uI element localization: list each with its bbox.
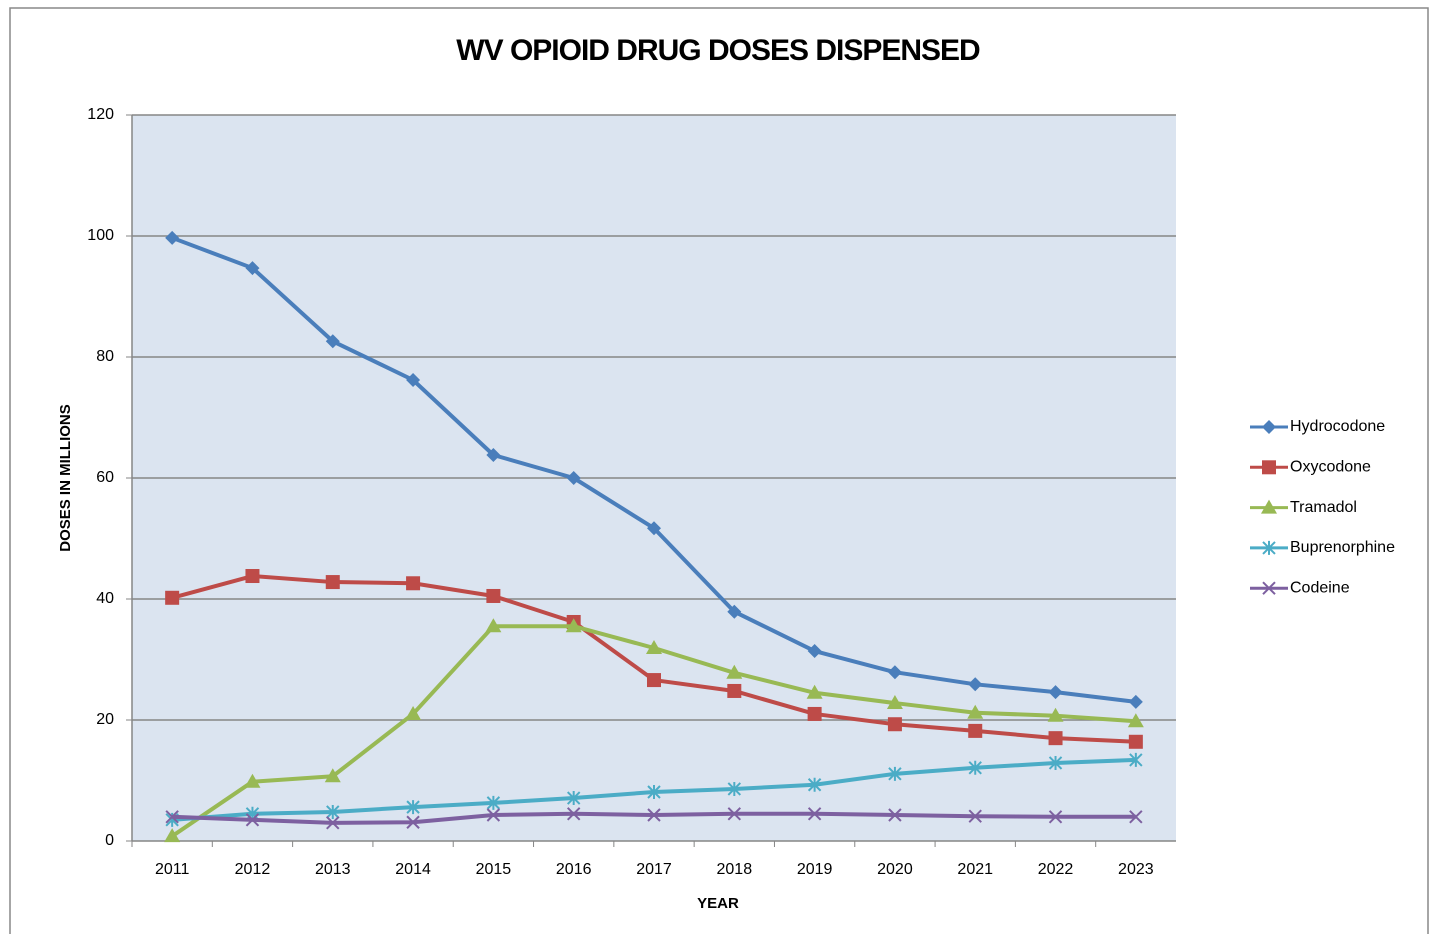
- marker: [968, 723, 983, 738]
- marker: [968, 677, 983, 692]
- marker: [164, 828, 181, 843]
- y-tick-label: 100: [87, 227, 114, 244]
- marker: [887, 665, 902, 680]
- marker: [165, 810, 179, 824]
- marker: [886, 695, 903, 710]
- marker: [326, 816, 340, 830]
- y-tick-label: 60: [96, 469, 114, 486]
- marker: [807, 706, 822, 721]
- legend-label: Hydrocodone: [1290, 418, 1385, 435]
- marker: [1129, 810, 1143, 824]
- marker: [1048, 685, 1063, 700]
- marker: [967, 704, 984, 719]
- marker: [486, 795, 501, 810]
- marker: [647, 784, 661, 799]
- marker: [1128, 734, 1143, 749]
- marker: [1048, 731, 1063, 746]
- x-tick-label: 2023: [1118, 861, 1154, 878]
- marker: [326, 804, 340, 819]
- x-tick-label: 2021: [957, 861, 993, 878]
- marker: [806, 684, 823, 699]
- marker: [807, 644, 822, 659]
- marker: [727, 604, 742, 619]
- x-tick-label: 2012: [235, 861, 271, 878]
- marker: [807, 807, 822, 821]
- x-tick-label: 2017: [636, 861, 672, 878]
- marker: [807, 777, 822, 792]
- x-tick-label: 2018: [717, 861, 753, 878]
- marker: [647, 808, 661, 822]
- marker: [406, 576, 421, 591]
- marker: [566, 791, 581, 806]
- marker: [1047, 707, 1064, 722]
- marker: [647, 521, 661, 536]
- marker: [1128, 694, 1143, 709]
- marker: [245, 261, 260, 276]
- marker: [1127, 713, 1144, 728]
- y-tick-label: 20: [96, 711, 114, 728]
- marker: [565, 618, 582, 633]
- marker: [1261, 499, 1277, 514]
- marker: [486, 448, 501, 463]
- x-tick-label: 2015: [476, 861, 512, 878]
- chart-title: WV OPIOID DRUG DOSES DISPENSED: [456, 34, 980, 67]
- marker: [485, 618, 502, 633]
- marker: [726, 664, 743, 679]
- marker: [646, 640, 662, 655]
- x-tick-label: 2014: [395, 861, 431, 878]
- x-tick-label: 2013: [315, 861, 351, 878]
- x-tick-label: 2011: [155, 861, 190, 878]
- marker: [1262, 581, 1276, 595]
- marker: [325, 334, 340, 349]
- legend-label: Tramadol: [1290, 499, 1357, 516]
- legend-label: Buprenorphine: [1290, 539, 1395, 556]
- marker: [406, 815, 420, 829]
- marker: [325, 575, 340, 590]
- marker: [888, 808, 902, 822]
- y-tick-label: 0: [105, 832, 114, 849]
- marker: [727, 807, 742, 821]
- legend-label: Oxycodone: [1290, 459, 1371, 476]
- marker: [1262, 540, 1276, 555]
- marker: [324, 768, 341, 783]
- x-tick-label: 2016: [556, 861, 592, 878]
- x-axis-label: YEAR: [697, 895, 739, 912]
- marker: [1048, 810, 1063, 824]
- marker: [165, 590, 180, 605]
- marker: [165, 230, 180, 245]
- marker: [566, 471, 581, 485]
- marker: [486, 808, 501, 822]
- marker: [1262, 460, 1276, 475]
- marker: [968, 760, 982, 775]
- y-tick-label: 80: [96, 348, 114, 365]
- y-tick-label: 120: [87, 106, 114, 123]
- marker: [887, 717, 902, 732]
- marker: [245, 813, 260, 827]
- marker: [1129, 752, 1143, 767]
- marker: [486, 588, 501, 603]
- y-tick-label: 40: [96, 590, 114, 607]
- marker: [1262, 420, 1276, 434]
- marker: [406, 800, 420, 815]
- x-tick-label: 2022: [1038, 861, 1074, 878]
- marker: [244, 773, 261, 788]
- marker: [1048, 755, 1063, 770]
- marker: [647, 673, 661, 688]
- marker: [406, 372, 421, 387]
- marker: [968, 809, 982, 823]
- marker: [245, 569, 260, 584]
- x-tick-label: 2020: [877, 861, 913, 878]
- y-axis-label: DOSES IN MILLIONS: [57, 404, 74, 552]
- marker: [566, 807, 581, 821]
- legend-label: Codeine: [1290, 579, 1350, 596]
- x-tick-label: 2019: [797, 861, 833, 878]
- marker: [405, 705, 422, 720]
- marker: [727, 683, 742, 698]
- marker: [727, 781, 742, 796]
- marker: [888, 766, 902, 781]
